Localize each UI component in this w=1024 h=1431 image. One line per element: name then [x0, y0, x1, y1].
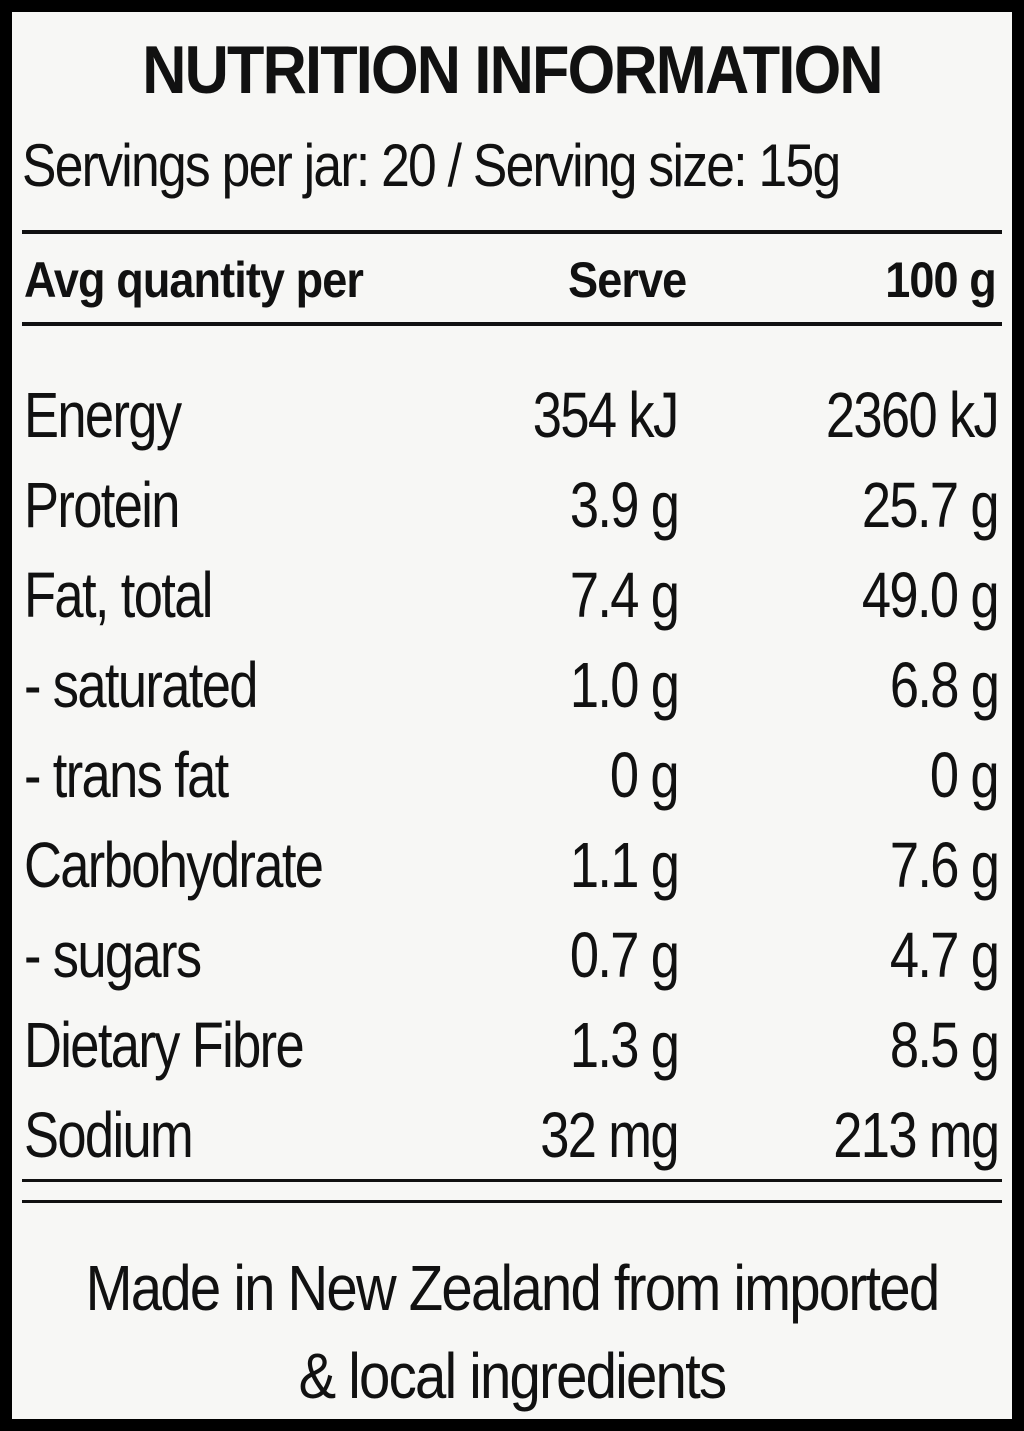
divider-bottom-double	[22, 1200, 1002, 1203]
nutrient-name: Carbohydrate	[24, 829, 324, 901]
table-row: - trans fat 0 g 0 g	[12, 734, 1012, 824]
per-100g-value: 213 mg	[832, 1099, 1000, 1171]
per-serve-value: 1.1 g	[569, 829, 679, 901]
per-serve-value: 354 kJ	[533, 379, 679, 451]
per-100g-value: 7.6 g	[889, 829, 999, 901]
nutrient-name: Energy	[24, 379, 182, 451]
table-row: - sugars 0.7 g 4.7 g	[12, 914, 1012, 1004]
table-row: - saturated 1.0 g 6.8 g	[12, 644, 1012, 734]
per-100g-value: 8.5 g	[889, 1009, 999, 1081]
per-100g-value: 2360 kJ	[825, 379, 1000, 451]
table-row: Fat, total 7.4 g 49.0 g	[12, 554, 1012, 644]
nutrient-name: - saturated	[24, 649, 258, 721]
table-row: Carbohydrate 1.1 g 7.6 g	[12, 824, 1012, 914]
divider-top	[22, 230, 1002, 234]
divider-header	[22, 322, 1002, 326]
origin-line-2: & local ingredients	[298, 1340, 728, 1412]
per-serve-value: 0.7 g	[569, 919, 679, 991]
table-row: Dietary Fibre 1.3 g 8.5 g	[12, 1004, 1012, 1094]
per-serve-value: 7.4 g	[569, 559, 679, 631]
per-serve-value: 32 mg	[540, 1099, 679, 1171]
per-100g-value: 6.8 g	[889, 649, 999, 721]
per-serve-value: 0 g	[609, 739, 680, 811]
nutrient-name: Protein	[24, 469, 180, 541]
per-100g-value: 4.7 g	[889, 919, 999, 991]
nutrient-name: Dietary Fibre	[24, 1009, 305, 1081]
column-header-name: Avg quantity per	[24, 252, 364, 308]
per-100g-value: 0 g	[929, 739, 1000, 811]
nutrition-label: NUTRITION INFORMATION Servings per jar: …	[12, 12, 1012, 1419]
table-row: Sodium 32 mg 213 mg	[12, 1094, 1012, 1184]
origin-statement: Made in New Zealand from imported & loca…	[72, 1244, 952, 1419]
per-100g-value: 49.0 g	[861, 559, 1000, 631]
nutrient-table: Energy 354 kJ 2360 kJ Protein 3.9 g 25.7…	[12, 374, 1012, 1184]
serving-info: Servings per jar: 20 / Serving size: 15g	[22, 132, 841, 199]
origin-line-1: Made in New Zealand from imported	[85, 1252, 941, 1324]
per-100g-value: 25.7 g	[861, 469, 1000, 541]
nutrient-name: - sugars	[24, 919, 202, 991]
per-serve-value: 3.9 g	[569, 469, 679, 541]
label-title: NUTRITION INFORMATION	[142, 32, 883, 108]
table-row: Energy 354 kJ 2360 kJ	[12, 374, 1012, 464]
divider-bottom	[22, 1179, 1002, 1182]
column-header-serve: Serve	[567, 252, 687, 308]
nutrient-name: - trans fat	[24, 739, 229, 811]
table-row: Protein 3.9 g 25.7 g	[12, 464, 1012, 554]
per-serve-value: 1.3 g	[569, 1009, 679, 1081]
per-serve-value: 1.0 g	[569, 649, 679, 721]
nutrient-name: Sodium	[24, 1099, 194, 1171]
column-header-per100: 100 g	[885, 252, 996, 308]
nutrient-name: Fat, total	[24, 559, 213, 631]
